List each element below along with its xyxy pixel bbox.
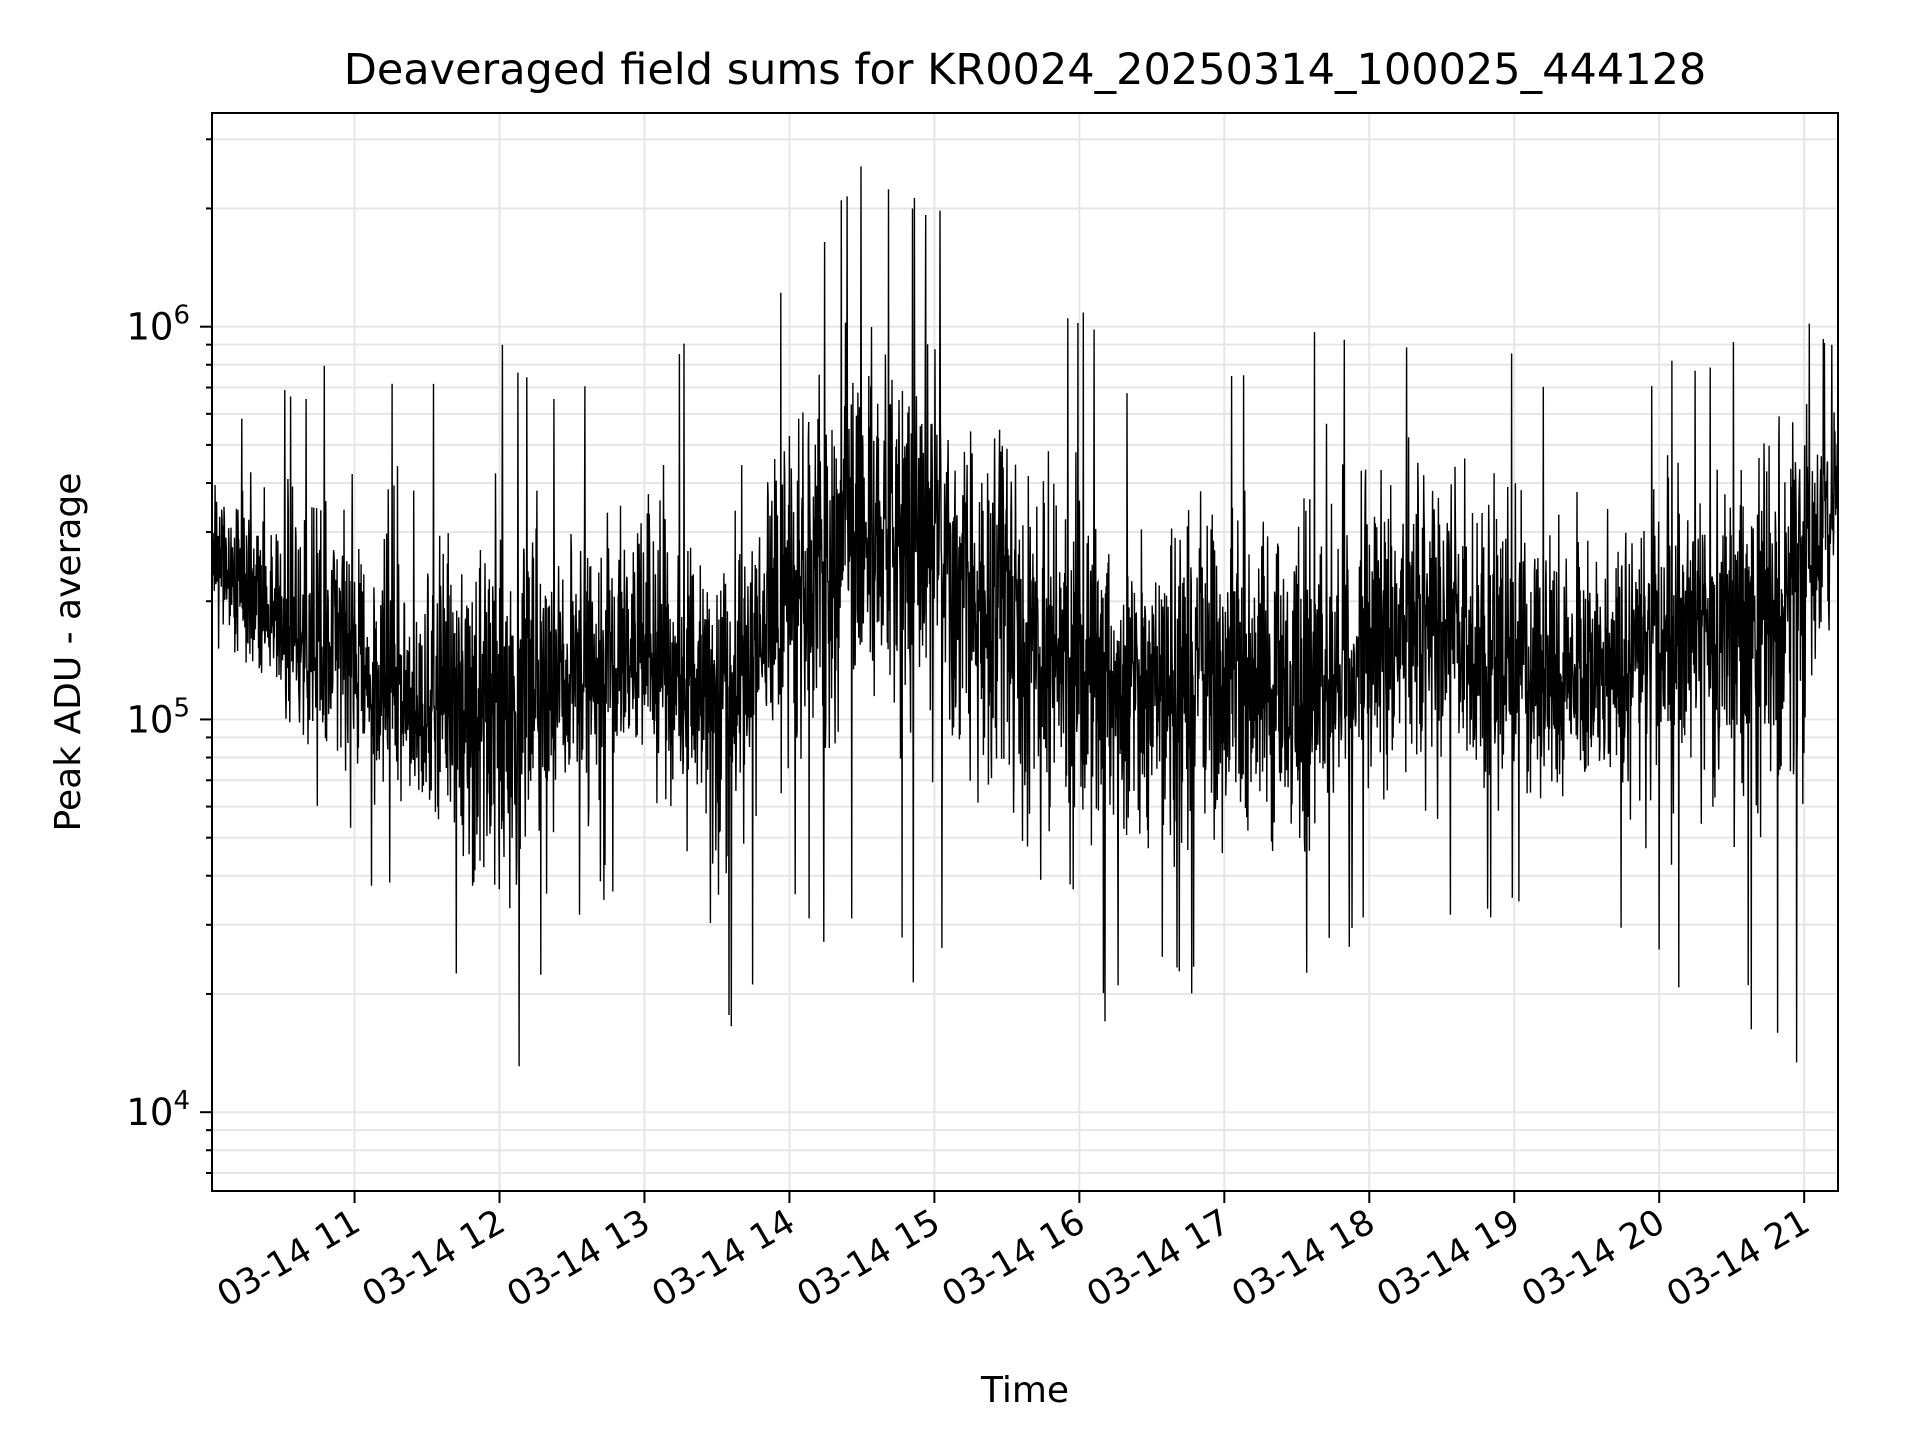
y-axis-label: Peak ADU - average <box>48 473 89 832</box>
y-axis-ticks: 104 105 106 <box>126 138 212 1175</box>
series-layer <box>211 166 1839 1067</box>
chart-title: Deaveraged field sums for KR0024_2025031… <box>344 45 1707 95</box>
x-axis-label: Time <box>980 1370 1069 1411</box>
y-tick-label: 105 <box>126 693 190 741</box>
series-line <box>211 166 1839 1067</box>
y-tick-label: 104 <box>126 1086 190 1134</box>
y-tick-label: 106 <box>126 301 190 349</box>
plot-area-frame <box>211 112 1839 1192</box>
